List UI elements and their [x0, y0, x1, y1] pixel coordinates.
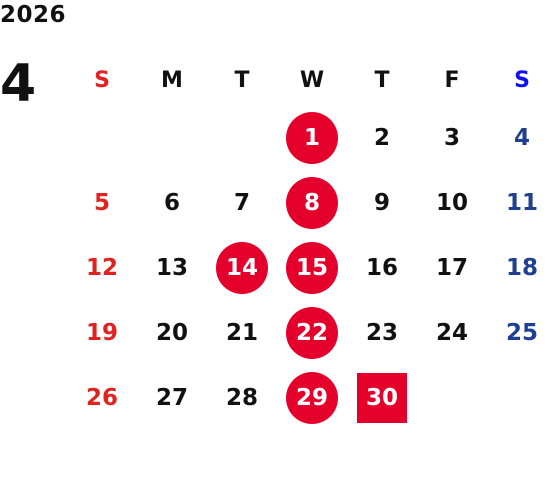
day-cell[interactable]: 13 — [155, 254, 188, 281]
weekday-sunday: S — [94, 67, 110, 93]
highlighted-day-circle: 1 — [286, 111, 338, 164]
day-cell[interactable]: 22 — [277, 300, 347, 365]
week-row: 5 6 7 8 9 10 11 — [67, 170, 548, 235]
day-cell[interactable]: 20 — [155, 319, 188, 346]
weekday-friday: F — [444, 67, 460, 93]
day-cell[interactable]: 11 — [505, 189, 538, 216]
day-cell[interactable]: 3 — [443, 124, 460, 151]
week-row: 26 27 28 29 30 — [67, 365, 548, 430]
day-cell[interactable]: 6 — [163, 189, 180, 216]
day-cell[interactable]: 4 — [513, 124, 530, 151]
empty-day-cell — [487, 365, 548, 430]
day-cell[interactable]: 10 — [435, 189, 468, 216]
day-cell[interactable]: 14 — [207, 235, 277, 300]
highlighted-day-circle: 22 — [286, 306, 338, 359]
weeks-container: 1 2 3 4 5 6 7 8 9 10 11 12 13 14 15 16 17 18 19 20 21 22 23 24 2… — [67, 105, 548, 430]
weekday-header: S M T W T F S — [67, 55, 548, 105]
year-label: 2026 — [0, 2, 67, 28]
week-row: 1 2 3 4 — [67, 105, 548, 170]
day-cell[interactable]: 9 — [373, 189, 390, 216]
day-cell[interactable]: 2 — [373, 124, 390, 151]
day-cell[interactable]: 12 — [85, 254, 118, 281]
calendar-grid: S M T W T F S 1 2 3 4 5 6 7 8 9 10 11 12 13 14 15 16 17 1… — [67, 55, 548, 430]
highlighted-day-circle: 14 — [216, 241, 268, 294]
weekday-thursday: T — [374, 67, 390, 93]
day-cell[interactable]: 30 — [347, 365, 417, 430]
empty-day-cell — [67, 105, 137, 170]
day-cell[interactable]: 24 — [435, 319, 468, 346]
week-row: 12 13 14 15 16 17 18 — [67, 235, 548, 300]
day-cell[interactable]: 18 — [505, 254, 538, 281]
day-cell[interactable]: 21 — [225, 319, 258, 346]
day-cell[interactable]: 8 — [277, 170, 347, 235]
day-cell[interactable]: 15 — [277, 235, 347, 300]
day-cell[interactable]: 25 — [505, 319, 538, 346]
empty-day-cell — [207, 105, 277, 170]
day-cell[interactable]: 17 — [435, 254, 468, 281]
day-cell[interactable]: 19 — [85, 319, 118, 346]
weekday-tuesday: T — [234, 67, 250, 93]
day-cell[interactable]: 27 — [155, 384, 188, 411]
highlighted-day-circle: 29 — [286, 371, 338, 424]
day-cell[interactable]: 5 — [93, 189, 110, 216]
weekday-wednesday: W — [299, 67, 325, 93]
month-number: 4 — [0, 54, 37, 114]
day-cell[interactable]: 23 — [365, 319, 398, 346]
highlighted-day-circle: 8 — [286, 176, 338, 229]
highlighted-day-square: 30 — [357, 372, 407, 423]
day-cell[interactable]: 1 — [277, 105, 347, 170]
day-cell[interactable]: 28 — [225, 384, 258, 411]
empty-day-cell — [137, 105, 207, 170]
empty-day-cell — [417, 365, 487, 430]
weekday-monday: M — [161, 67, 183, 93]
highlighted-day-circle: 15 — [286, 241, 338, 294]
week-row: 19 20 21 22 23 24 25 — [67, 300, 548, 365]
day-cell[interactable]: 7 — [233, 189, 250, 216]
weekday-saturday: S — [514, 67, 530, 93]
day-cell[interactable]: 16 — [365, 254, 398, 281]
day-cell[interactable]: 26 — [85, 384, 118, 411]
day-cell[interactable]: 29 — [277, 365, 347, 430]
